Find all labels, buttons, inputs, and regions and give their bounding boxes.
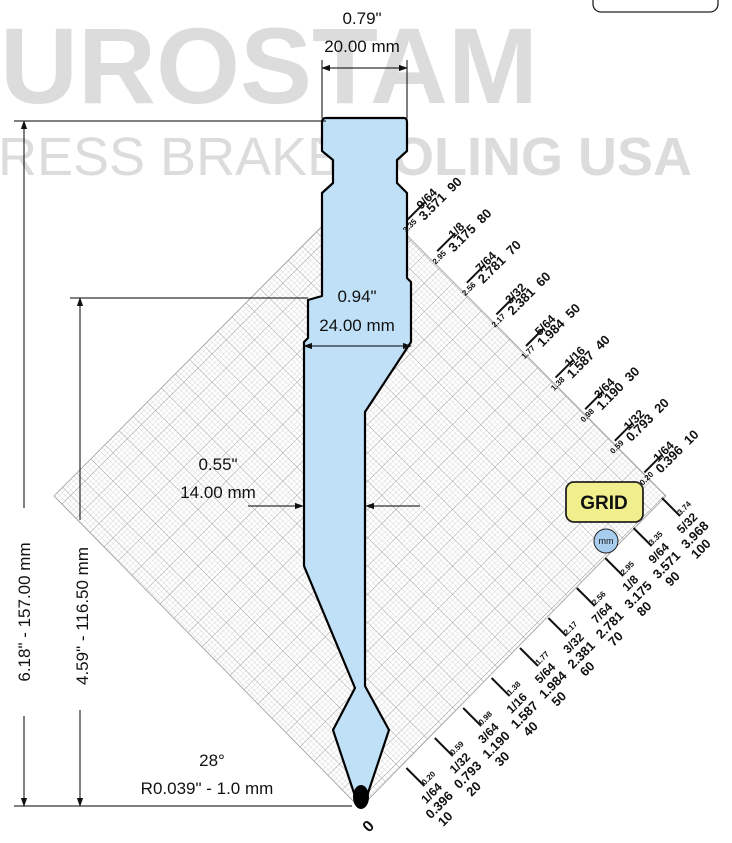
scale-small-label: 1.77 <box>520 343 538 361</box>
scale-tick <box>495 295 516 316</box>
scale-small-label: 1.38 <box>549 375 567 393</box>
watermark-brand: UROSTAM <box>0 5 538 126</box>
watermark-tagline-light: RESS BRAKE <box>0 127 343 187</box>
scale-tick <box>490 677 511 697</box>
total-height-dimension <box>14 120 352 807</box>
scale-small-label: 2.56 <box>460 280 478 298</box>
scale-tick <box>643 453 664 474</box>
scale-small-label: 2.95 <box>431 248 449 266</box>
grid-button-label: GRID <box>580 493 628 514</box>
working-height-label: 4.59" - 116.50 mm <box>73 547 92 685</box>
tip-angle-label: 28° <box>199 751 225 770</box>
scale-small-label: 2.17 <box>490 312 508 330</box>
top-width-dimension <box>321 60 408 118</box>
neck-width-inch: 0.55" <box>198 455 237 474</box>
scale-tick <box>547 617 568 637</box>
scale-small-label: 0.98 <box>579 406 597 424</box>
mid-width-inch: 0.94" <box>337 287 376 306</box>
mid-width-mm: 24.00 mm <box>319 316 395 335</box>
scale-tick <box>614 422 634 442</box>
scale-tick <box>632 527 653 547</box>
scale-major-label: 50 <box>562 300 583 321</box>
scale-major-label: 10 <box>681 427 702 448</box>
top-width-inch: 0.79" <box>342 9 381 28</box>
scale-tick <box>525 327 545 347</box>
scale-tick <box>405 767 426 787</box>
scale-tick <box>466 264 486 284</box>
scale-major-label: 60 <box>533 269 554 290</box>
top-width-mm: 20.00 mm <box>324 37 400 56</box>
scale-tick <box>519 647 539 667</box>
grid-unit-label: mm <box>599 536 614 546</box>
scale-major-label: 70 <box>503 237 524 258</box>
scale-tick <box>462 707 482 727</box>
scale-tick <box>406 200 427 221</box>
scale-origin-label: 0 <box>360 818 378 836</box>
scale-major-label: 30 <box>622 364 643 385</box>
neck-width-mm: 14.00 mm <box>180 483 256 502</box>
tip-radius-label: R0.039" - 1.0 mm <box>141 779 274 798</box>
grid-button[interactable]: GRID <box>565 481 644 523</box>
scale-bottom-right: 0.201/640.396100.591/320.793200.983/641.… <box>405 497 714 829</box>
scale-tick <box>554 358 575 379</box>
scale-small-label: 2.95 <box>619 559 637 577</box>
type-selector-box[interactable] <box>592 0 719 13</box>
working-height-dimension <box>70 297 308 807</box>
scale-tick <box>436 232 456 252</box>
scale-major-label: 40 <box>592 332 613 353</box>
scale-tick <box>604 557 624 577</box>
scale-tick <box>661 497 681 517</box>
scale-tick <box>584 390 604 410</box>
grid-unit-toggle[interactable]: mm <box>593 528 619 554</box>
scale-tick <box>576 587 596 607</box>
total-height-label: 6.18" - 157.00 mm <box>15 542 34 681</box>
scale-major-label: 80 <box>474 206 495 227</box>
tool-tip <box>353 785 369 809</box>
scale-tick <box>434 737 454 757</box>
scale-major-label: 20 <box>651 395 672 416</box>
